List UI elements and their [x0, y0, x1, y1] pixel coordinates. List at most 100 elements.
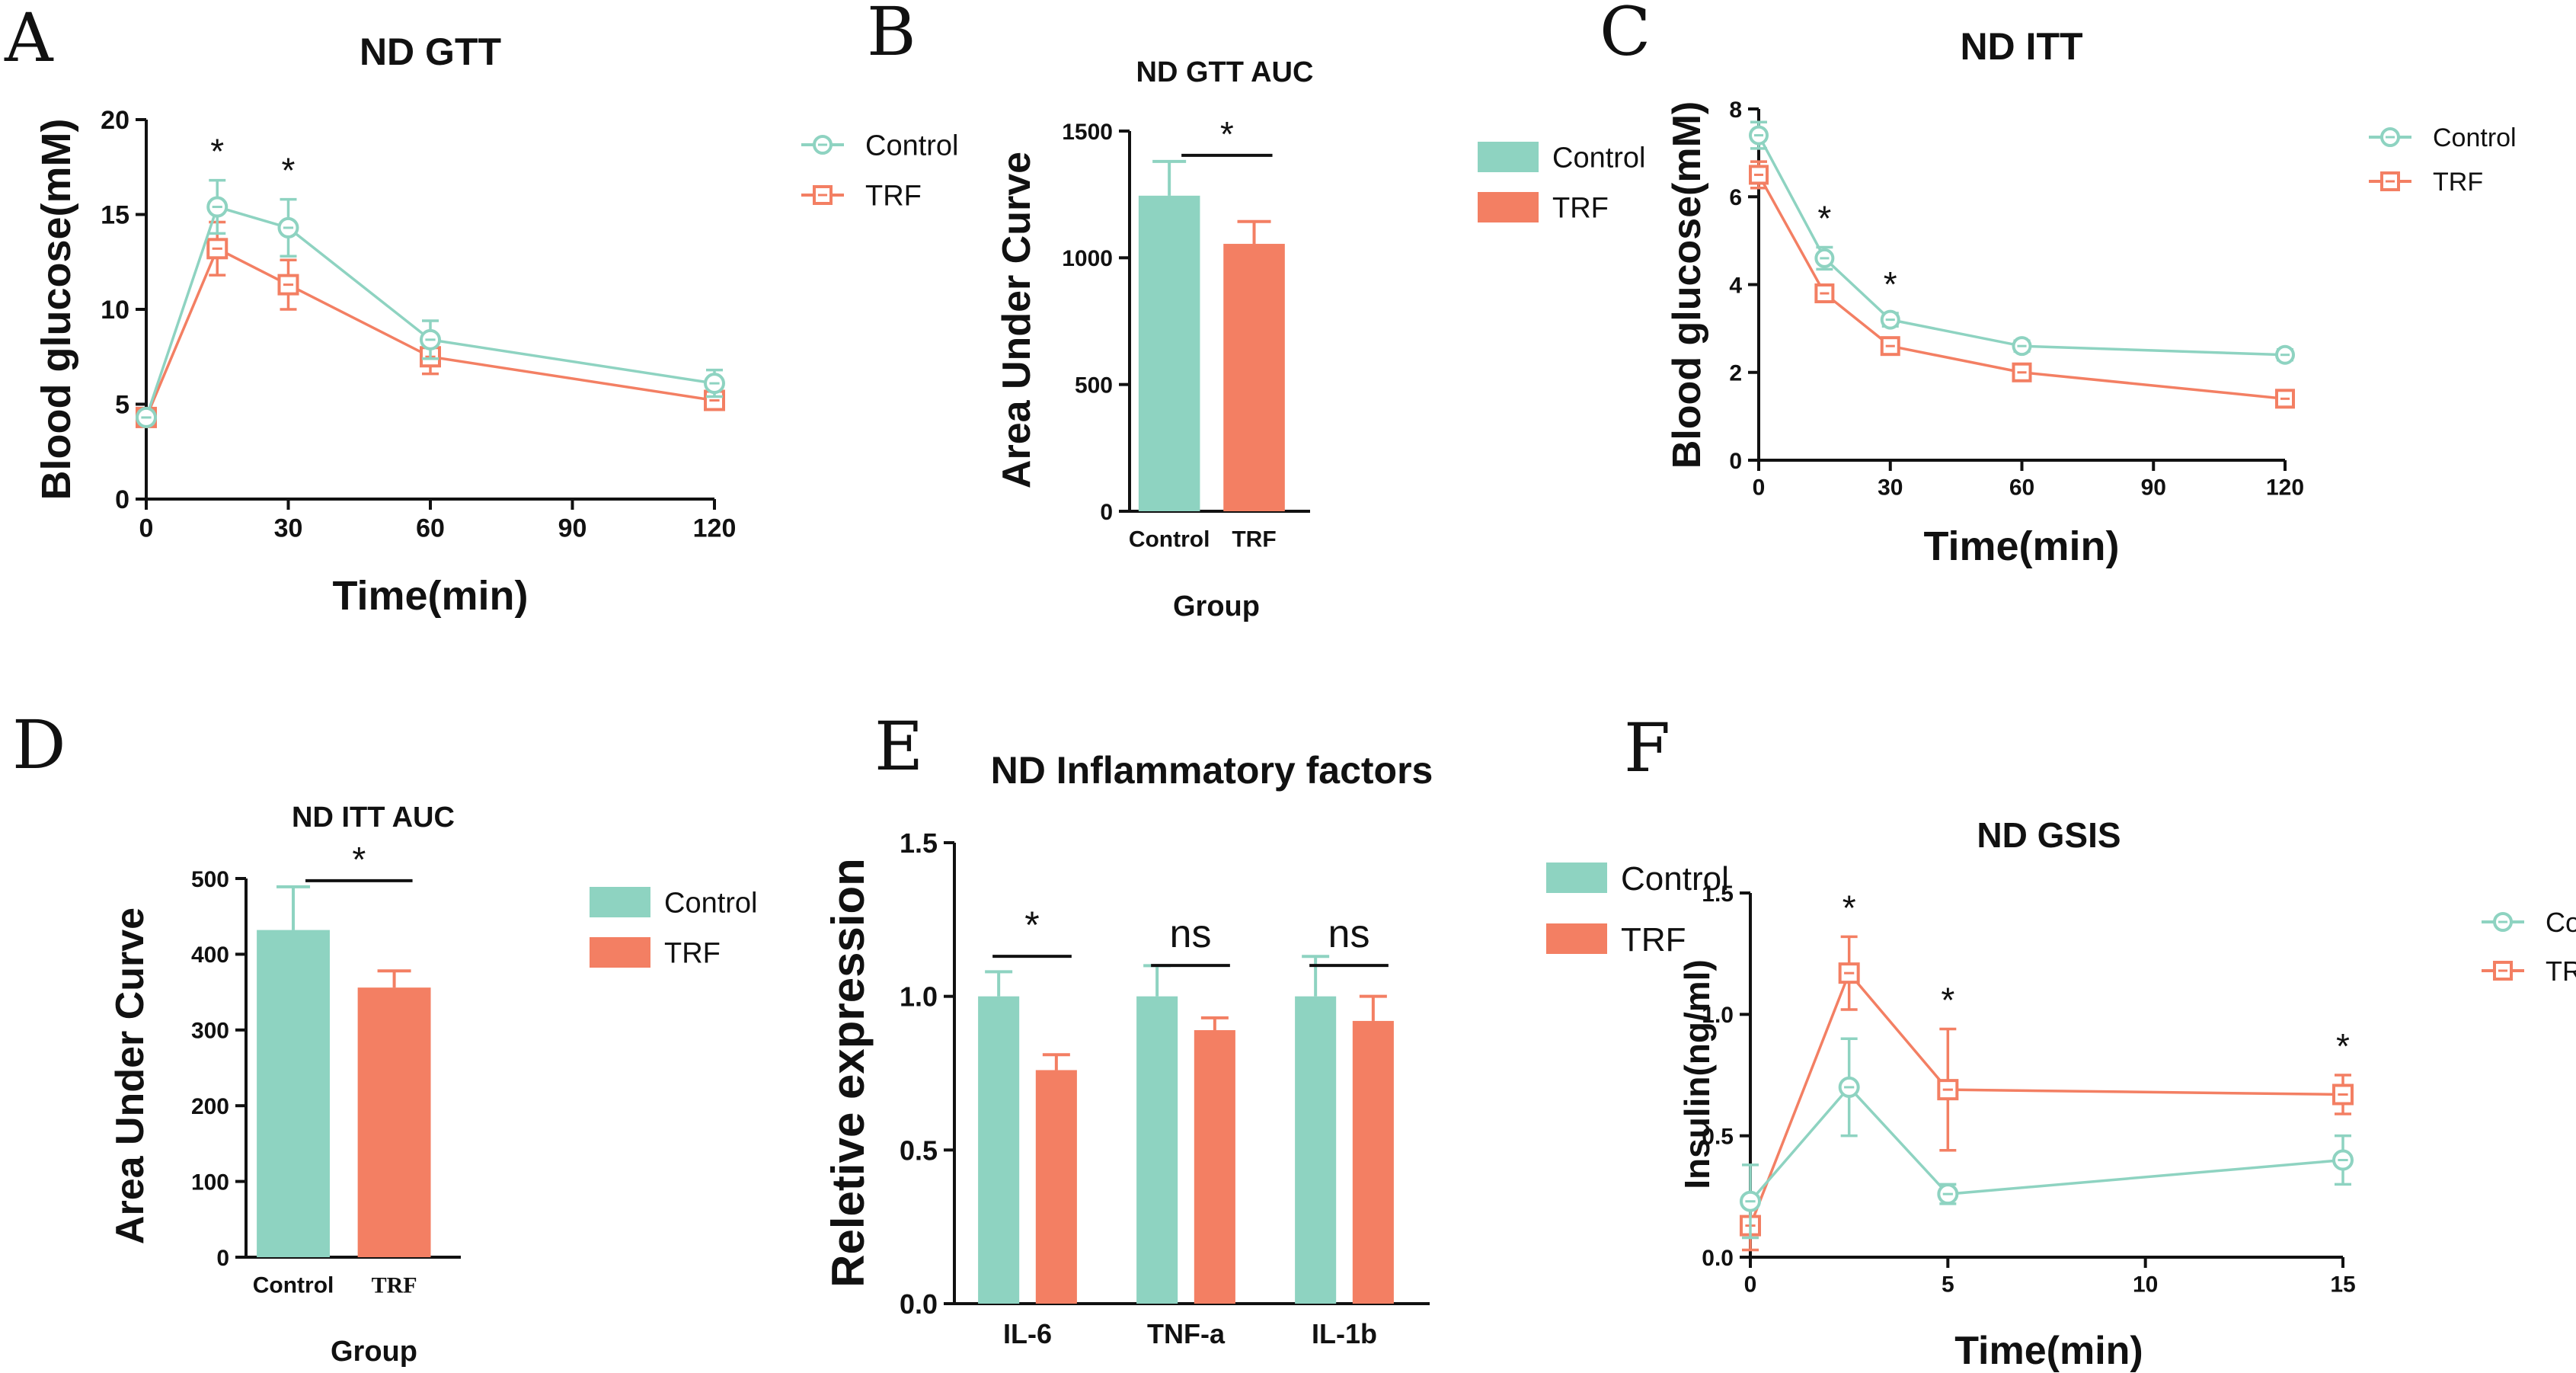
legend-swatch [1478, 142, 1539, 172]
x-tick-label: 0 [1744, 1272, 1757, 1298]
data-point [277, 274, 299, 296]
legend-item-trf: TRF [2369, 168, 2483, 197]
y-tick-label: 1500 [1062, 120, 1113, 145]
significance-marker: * [1884, 264, 1897, 304]
significance-marker: * [1024, 904, 1039, 946]
chart-title: ND Inflammatory factors [991, 749, 1433, 792]
x-tick-label: 60 [2009, 475, 2034, 501]
axes-E [944, 841, 1430, 1305]
legend-item-control: Control [801, 130, 959, 162]
x-tick-label: 90 [558, 514, 587, 543]
x-tick-label: TNF-a [1147, 1318, 1226, 1349]
x-tick-label: 0 [139, 514, 154, 543]
x-tick-label: IL-1b [1312, 1318, 1377, 1349]
y-tick-label: 20 [101, 106, 129, 135]
series-line [1749, 1085, 2344, 1202]
legend-label: Control [865, 130, 959, 162]
significance-marker: * [1220, 114, 1234, 154]
bar-group-control: Control [1129, 159, 1210, 552]
y-axis-label: Area Under Curve [995, 152, 1039, 488]
significance-marker: * [282, 151, 296, 190]
legend-label: TRF [865, 181, 922, 213]
significance-marker: * [1817, 199, 1831, 238]
series-control [1749, 120, 2295, 365]
x-tick-label: TRF [1232, 527, 1276, 552]
bar-group-trf: TRF [357, 969, 431, 1298]
chart-title: ND ITT [1960, 25, 2082, 68]
panel-letter-E: E [874, 707, 923, 786]
significance-marker: ns [1170, 912, 1212, 956]
legend-item-control: Control [590, 887, 758, 920]
significance-marker: * [1941, 980, 1954, 1019]
legend-item-control: Control [1546, 860, 1729, 898]
bar [1223, 244, 1285, 511]
x-axis-label: Time(min) [1954, 1329, 2143, 1373]
legend-swatch [590, 937, 650, 968]
panel-letter-F: F [1624, 709, 1670, 787]
y-tick-label: 500 [191, 867, 229, 892]
panel-letter-A: A [4, 0, 54, 77]
x-tick-label: 120 [693, 514, 737, 543]
bar [978, 996, 1020, 1304]
axes-F [1740, 891, 2343, 1259]
legend-swatch [1478, 192, 1539, 222]
bar [1035, 1070, 1077, 1304]
legend-label: Control [2433, 123, 2517, 152]
y-tick-label: 0.5 [1702, 1124, 1734, 1149]
legend-item-trf: TRF [1546, 921, 1686, 959]
y-tick-label: 1.5 [900, 827, 938, 859]
series-trf [1749, 160, 2295, 409]
legend-item-control: Control [1478, 142, 1646, 174]
series-trf [1740, 935, 2354, 1252]
significance-marker: * [1843, 888, 1856, 927]
chart-title: ND GTT AUC [1136, 56, 1314, 88]
axes-A [136, 118, 714, 501]
legend-label: TRF [2433, 168, 2483, 197]
series-line [145, 205, 715, 418]
y-tick-label: 1.0 [900, 981, 938, 1013]
legend-swatch [590, 887, 650, 917]
significance-marker: * [352, 840, 366, 879]
y-tick-label: 1.0 [1702, 1003, 1734, 1028]
y-tick-label: 10 [101, 296, 129, 325]
bar [1138, 195, 1200, 511]
y-tick-label: 15 [101, 201, 129, 230]
x-tick-label: 0 [1753, 475, 1766, 501]
series-line [1757, 134, 2286, 357]
significance-marker: * [210, 132, 224, 171]
x-tick-label: 30 [1878, 475, 1903, 501]
legend-label: Control [1552, 142, 1646, 174]
data-point [206, 238, 229, 260]
legend-label: TRF [1621, 921, 1686, 959]
significance-marker: ns [1328, 912, 1370, 956]
chart-title: ND ITT AUC [292, 802, 455, 834]
panel-letter-C: C [1600, 0, 1651, 71]
y-tick-label: 1000 [1062, 246, 1113, 271]
bar-group-il-6: IL-6 * [978, 904, 1077, 1349]
y-tick-label: 400 [191, 943, 229, 968]
legend-label: Control [2546, 907, 2576, 938]
panel-letter-D: D [12, 706, 66, 784]
legend-swatch [1546, 923, 1607, 954]
x-tick-label: Control [1129, 527, 1210, 552]
y-tick-label: 0 [216, 1246, 229, 1271]
x-axis-label: Time(min) [332, 573, 528, 619]
bar [1194, 1030, 1235, 1304]
y-tick-label: 100 [191, 1170, 229, 1195]
y-tick-label: 2 [1729, 361, 1742, 386]
bar-group-tnf-a: TNF-a ns [1136, 912, 1235, 1349]
series-control [1740, 1037, 2354, 1240]
y-tick-label: 0 [1729, 449, 1742, 474]
bar [1352, 1020, 1394, 1304]
y-axis-label: Reletive expression [823, 858, 874, 1288]
x-tick-label: 10 [2133, 1272, 2158, 1298]
legend-label: Control [664, 888, 758, 920]
y-axis-label: Insulin(ng/ml) [1677, 959, 1717, 1189]
bar-group-trf: TRF [1223, 219, 1285, 552]
y-tick-label: 1.5 [1702, 882, 1734, 907]
x-tick-label: 15 [2330, 1272, 2355, 1298]
series-control [136, 178, 725, 428]
legend-item-control: Control [2369, 123, 2517, 152]
x-axis-label: Group [331, 1336, 417, 1368]
legend-item-trf: TRF [1478, 192, 1609, 225]
